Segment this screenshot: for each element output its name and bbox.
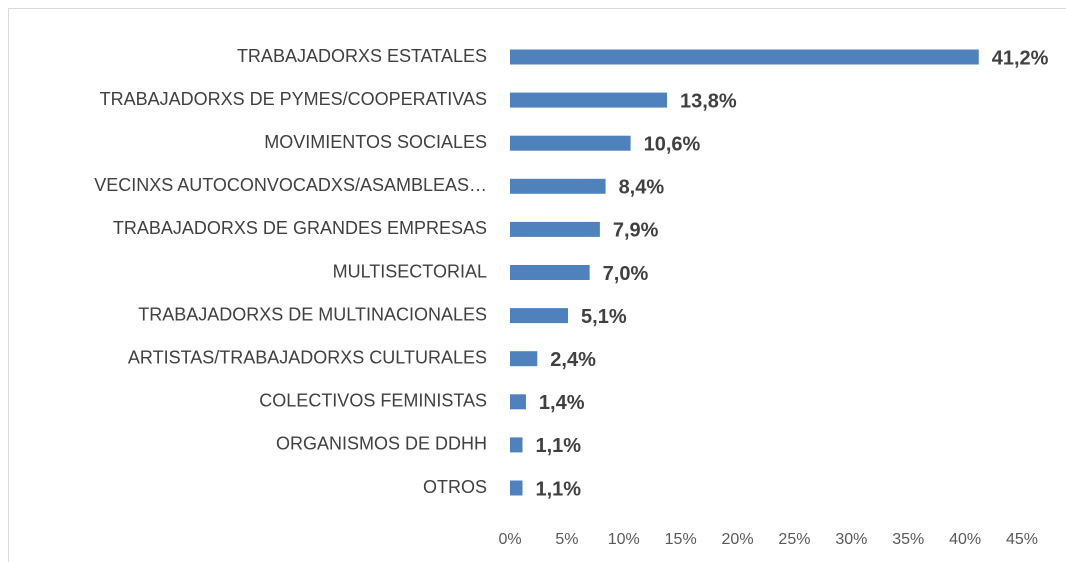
value-label: 1,1% <box>536 435 582 457</box>
value-label: 1,1% <box>536 478 582 500</box>
bar <box>510 394 526 410</box>
y-tick-label: TRABAJADORXS DE MULTINACIONALES <box>138 304 487 324</box>
value-label: 5,1% <box>581 306 627 328</box>
x-tick-label: 5% <box>555 531 578 548</box>
bar <box>510 351 538 367</box>
value-label: 7,0% <box>603 263 649 285</box>
y-tick-label: COLECTIVOS FEMINISTAS <box>259 391 487 411</box>
x-tick-label: 0% <box>498 531 521 548</box>
value-label: 10,6% <box>644 133 701 155</box>
y-tick-label: TRABAJADORXS ESTATALES <box>237 46 487 66</box>
x-tick-label: 45% <box>1006 531 1038 548</box>
x-tick-label: 40% <box>949 531 981 548</box>
y-tick-label: ARTISTAS/TRABAJADORXS CULTURALES <box>128 347 487 367</box>
y-tick-label: ORGANISMOS DE DDHH <box>276 434 487 454</box>
bar <box>510 308 569 324</box>
bar <box>510 178 606 194</box>
x-tick-label: 25% <box>778 531 810 548</box>
x-tick-label: 30% <box>835 531 867 548</box>
x-tick-label: 20% <box>722 531 754 548</box>
bar <box>510 92 668 108</box>
x-tick-label: 10% <box>608 531 640 548</box>
value-label: 7,9% <box>613 220 659 242</box>
bar <box>510 437 523 453</box>
bar <box>510 221 600 237</box>
y-tick-label: VECINXS AUTOCONVOCADXS/ASAMBLEAS… <box>94 175 487 195</box>
y-tick-label: MOVIMIENTOS SOCIALES <box>264 132 487 152</box>
bar <box>510 49 979 65</box>
chart-frame <box>8 8 1066 562</box>
y-tick-label: OTROS <box>423 477 487 497</box>
x-tick-label: 35% <box>892 531 924 548</box>
value-label: 13,8% <box>680 90 737 112</box>
bar <box>510 135 631 151</box>
value-label: 1,4% <box>539 392 585 414</box>
y-tick-label: MULTISECTORIAL <box>333 261 487 281</box>
value-label: 41,2% <box>992 47 1049 69</box>
bar <box>510 480 523 496</box>
x-tick-label: 15% <box>665 531 697 548</box>
value-label: 2,4% <box>550 349 596 371</box>
bar <box>510 265 590 280</box>
value-label: 8,4% <box>619 177 665 199</box>
y-tick-label: TRABAJADORXS DE GRANDES EMPRESAS <box>113 218 487 238</box>
y-tick-label: TRABAJADORXS DE PYMES/COOPERATIVAS <box>100 89 487 109</box>
